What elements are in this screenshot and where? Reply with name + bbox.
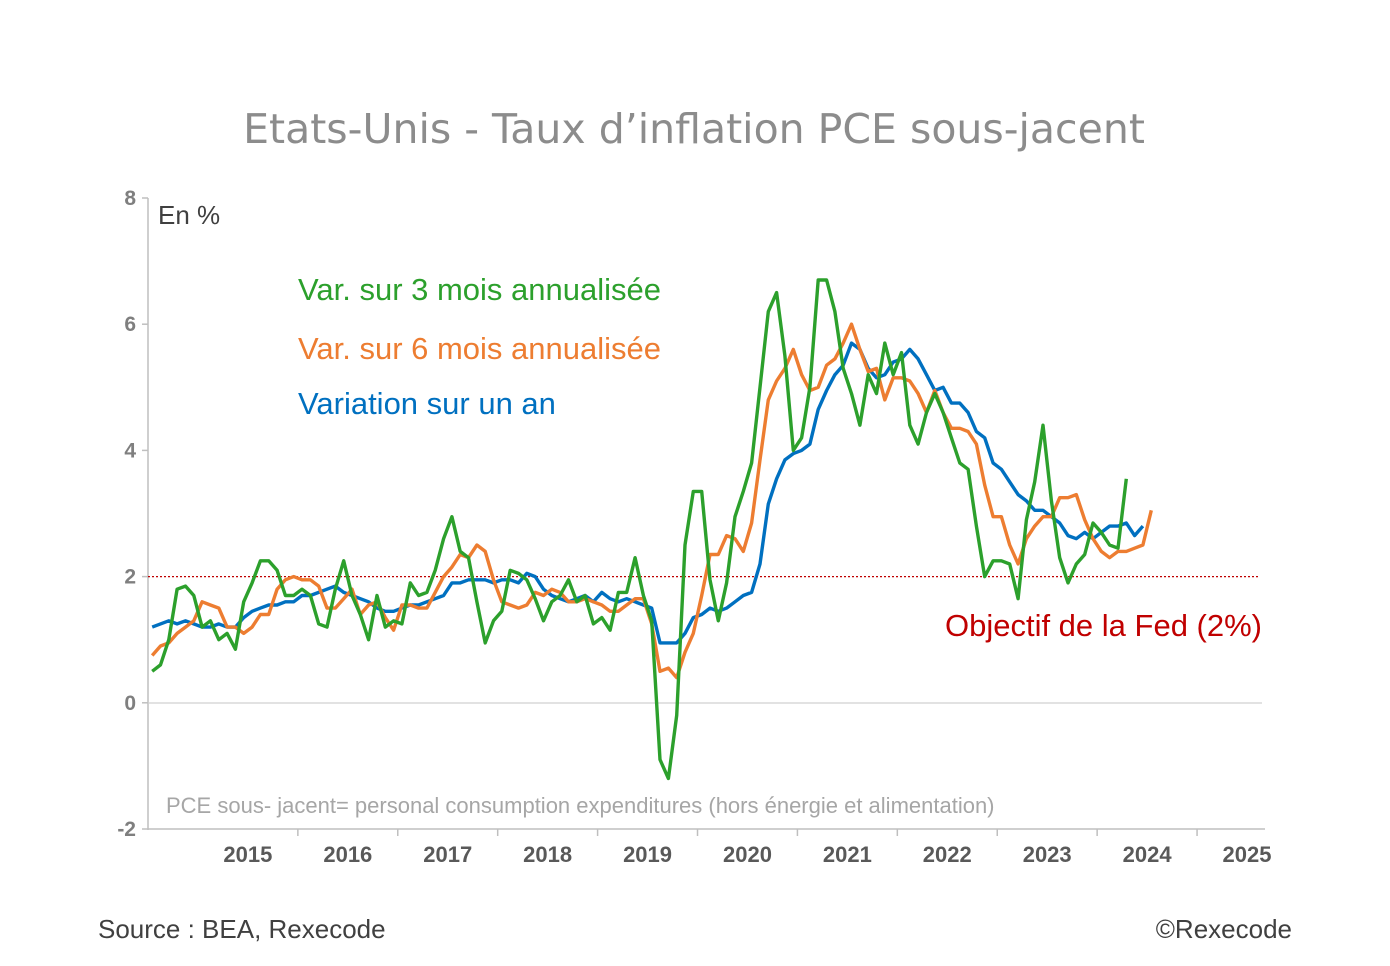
x-tick-label: 2021 xyxy=(823,842,872,867)
y-tick-label: -2 xyxy=(117,818,136,841)
y-axis-ticks: -2 0 2 4 6 8 xyxy=(117,187,148,841)
x-tick-label: 2024 xyxy=(1123,842,1173,867)
series-line-3-month xyxy=(151,278,1128,781)
x-tick-label: 2022 xyxy=(923,842,972,867)
legend-entry-year: Variation sur un an xyxy=(298,386,556,421)
x-axis-ticks: 2015 2016 2017 2018 2019 2020 2021 2022 2023 2024… xyxy=(223,829,1271,867)
y-tick-label: 4 xyxy=(124,439,136,462)
y-tick-label: 6 xyxy=(124,313,136,336)
x-tick-label: 2025 xyxy=(1223,842,1272,867)
y-tick-label: 0 xyxy=(124,692,136,715)
definition-note: PCE sous- jacent= personal consumption e… xyxy=(166,793,995,818)
x-tick-label: 2023 xyxy=(1023,842,1072,867)
series-lines xyxy=(150,278,1153,781)
y-tick-label: 8 xyxy=(124,187,136,210)
x-tick-label: 2015 xyxy=(223,842,272,867)
y-tick-label: 2 xyxy=(124,566,136,589)
legend-entry-3-month: Var. sur 3 mois annualisée xyxy=(298,272,661,307)
y-axis-unit-label: En % xyxy=(158,200,220,230)
chart-title: Etats-Unis - Taux d’inflation PCE sous-j… xyxy=(243,105,1145,153)
fed-target-label: Objectif de la Fed (2%) xyxy=(945,608,1262,643)
x-tick-label: 2019 xyxy=(623,842,672,867)
x-tick-label: 2017 xyxy=(423,842,472,867)
legend-entry-6-month: Var. sur 6 mois annualisée xyxy=(298,331,661,366)
x-tick-label: 2016 xyxy=(323,842,372,867)
copyright-text: ©Rexecode xyxy=(1156,914,1292,944)
source-text: Source : BEA, Rexecode xyxy=(98,914,386,944)
x-tick-label: 2020 xyxy=(723,842,772,867)
x-tick-label: 2018 xyxy=(523,842,572,867)
